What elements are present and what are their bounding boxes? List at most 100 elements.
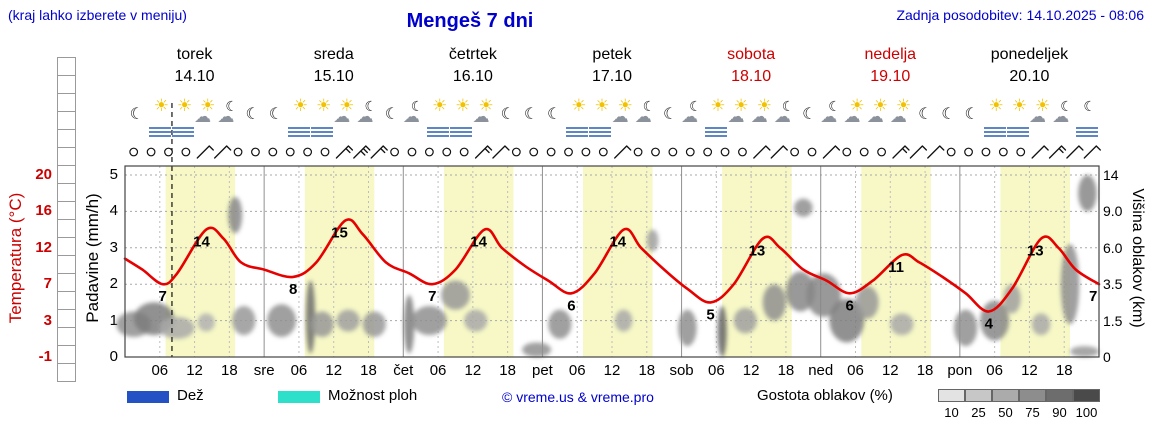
weather-sun-cloud-icon: ☀ ☁	[611, 96, 633, 127]
weather-moon-icon: ☾	[245, 104, 260, 123]
weather-fog-sun-icon: ☀	[1004, 98, 1032, 138]
temperature-curve	[123, 218, 1101, 313]
wind-barb-icon	[353, 145, 371, 159]
temperature-value-label: 5	[706, 306, 714, 323]
x-hour-label: 18	[499, 362, 516, 379]
cloud-blob	[829, 298, 865, 343]
cloud-density-swatch	[965, 389, 992, 402]
cloud-density-tick: 50	[998, 405, 1013, 420]
wind-barb-icon	[196, 145, 214, 159]
day-date: 20.10	[1009, 68, 1050, 85]
weather-cloud-moon-icon: ☾ ☁	[1052, 99, 1073, 127]
x-hour-label: 06	[290, 362, 308, 379]
cloud-blob	[228, 196, 243, 234]
wind-calm-icon	[633, 147, 643, 157]
cloud-height-tick: 3.5	[1103, 276, 1123, 293]
day-name-petek: petek	[592, 46, 632, 63]
cloud-blob	[762, 284, 786, 321]
wind-barb-icon	[370, 145, 388, 159]
cloud-blob	[1070, 346, 1099, 358]
wind-calm-icon	[459, 147, 469, 157]
weather-moon-icon: ☾	[941, 104, 956, 123]
wind-calm-icon	[981, 147, 991, 157]
wind-barb-icon	[753, 145, 771, 159]
cloud-blob	[440, 280, 470, 310]
wind-calm-icon	[181, 147, 191, 157]
cloud-blob	[197, 313, 215, 332]
cloud-blob	[362, 311, 386, 337]
precipitation-tick: 3	[109, 238, 118, 256]
legend: Dež Možnost ploh © vreme.us & vreme.pro …	[0, 385, 1152, 443]
day-date: 18.10	[731, 68, 772, 85]
x-hour-label: 06	[708, 362, 725, 379]
temperature-value-label: 6	[567, 297, 575, 314]
weather-fog-sun-icon: ☀	[702, 98, 730, 138]
cloud-density-swatch	[1046, 389, 1073, 402]
wind-calm-icon	[303, 147, 313, 157]
precipitation-tick: 5	[109, 166, 118, 183]
wind-calm-icon	[1016, 147, 1026, 157]
x-day-abbr: sre	[253, 362, 275, 379]
weather-moon-icon: ☾	[384, 104, 400, 123]
weather-moon-icon: ☾	[802, 104, 817, 123]
weather-cloud-moon-icon: ☾ ☁	[820, 99, 841, 127]
cloud-blob	[403, 295, 415, 354]
weather-fog-sun-icon: ☀	[169, 98, 197, 138]
x-hour-label: 18	[221, 362, 238, 379]
wind-calm-icon	[546, 147, 556, 157]
cloud-density-swatch	[1019, 389, 1046, 402]
day-date: 17.10	[591, 68, 633, 85]
wind-calm-icon	[598, 147, 608, 157]
weather-cloud-sun-icon: ☀ ☁	[843, 96, 865, 127]
temperature-value-label: 11	[888, 259, 904, 276]
precipitation-tick: 4	[109, 202, 118, 220]
x-day-abbr: pet	[531, 362, 553, 379]
cloud-blob	[411, 306, 447, 336]
weather-fog-sun-icon: ☀	[563, 98, 591, 138]
cloud-blob	[310, 311, 334, 337]
weather-moon-icon: ☾	[500, 104, 515, 123]
wind-calm-icon	[407, 147, 417, 157]
x-hour-label: 18	[916, 362, 934, 379]
temperature-tick: 20	[35, 166, 52, 183]
temperature-value-label: 7	[159, 288, 167, 305]
cloud-height-tick: 1.5	[1103, 312, 1123, 329]
weather-moon-icon: ☾	[129, 104, 144, 123]
wind-barb-icon	[335, 145, 354, 159]
last-update-text: Zadnja posodobitev: 14.10.2025 - 08:06	[896, 7, 1144, 23]
cloud-blob	[614, 309, 633, 332]
temperature-value-label: 14	[609, 234, 626, 251]
weather-sun-cloud-icon: ☀ ☁	[727, 96, 749, 127]
wind-barb-icon	[1031, 145, 1049, 159]
wind-calm-icon	[842, 147, 852, 157]
wind-barb-icon	[474, 145, 493, 159]
cloud-blob	[646, 229, 659, 252]
weather-cloud-sun-icon: ☀ ☁	[889, 96, 912, 127]
cloud-blob	[733, 307, 757, 334]
x-hour-label: 18	[777, 362, 795, 379]
cloud-blob	[1031, 313, 1051, 336]
temperature-value-label: 4	[985, 316, 994, 333]
weather-moon-icon: ☾	[547, 104, 562, 123]
cloud-density-legend-label: Gostota oblakov (%)	[757, 387, 893, 404]
weather-fog-sun-icon: ☀	[586, 98, 614, 138]
wind-calm-icon	[146, 147, 156, 157]
x-day-abbr: ned	[808, 362, 834, 379]
x-hour-label: 06	[151, 362, 169, 379]
weather-moon-icon: ☾	[268, 104, 284, 123]
weather-sun-cloud-icon: ☀ ☁	[1029, 96, 1051, 127]
wind-calm-icon	[685, 147, 695, 157]
cloud-blob	[678, 309, 697, 347]
wind-barb-icon	[909, 145, 928, 159]
weather-fog-moon-icon: ☾	[1073, 100, 1101, 138]
x-hour-label: 18	[1055, 362, 1073, 379]
temperature-tick: 3	[43, 311, 52, 329]
copyright-link[interactable]: © vreme.us & vreme.pro	[502, 389, 654, 405]
weather-moon-icon: ☾	[523, 104, 539, 123]
wind-calm-icon	[424, 147, 434, 157]
x-hour-label: 06	[847, 362, 864, 379]
weather-fog-sun-icon: ☀	[447, 98, 475, 138]
temperature-value-label: 7	[428, 288, 436, 305]
